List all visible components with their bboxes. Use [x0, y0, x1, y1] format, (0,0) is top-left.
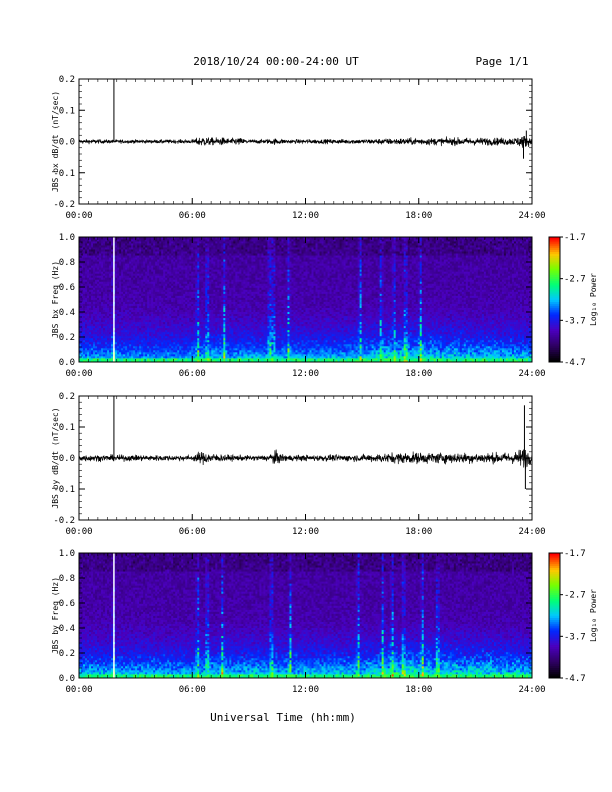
- x-tick-label: 06:00: [179, 211, 206, 221]
- y-tick-label: 0.1: [59, 423, 75, 433]
- y-tick-label: 0.0: [59, 454, 75, 464]
- colorbar-label: Log₁₀ Power: [589, 589, 598, 642]
- x-tick-label: 06:00: [179, 685, 206, 695]
- x-tick-label: 24:00: [518, 211, 545, 221]
- colorbar-tick-label: -3.7: [564, 316, 586, 326]
- y-tick-label: 0.2: [59, 392, 75, 402]
- x-tick-label: 00:00: [65, 685, 92, 695]
- spectrogram-cells: [79, 237, 532, 362]
- x-tick-label: 18:00: [405, 369, 432, 379]
- spectrogram-cells: [79, 553, 532, 678]
- x-tick-label: 18:00: [405, 685, 432, 695]
- colorbar-tick-label: -2.7: [564, 275, 586, 285]
- y-tick-label: 1.0: [59, 549, 75, 559]
- page-number: Page 1/1: [476, 55, 529, 68]
- x-tick-label: 24:00: [518, 527, 545, 537]
- y-tick-label: 0.0: [59, 138, 75, 148]
- y-tick-label: 0.4: [59, 624, 75, 634]
- y-tick-label: 0.2: [59, 649, 75, 659]
- colorbar-tick-label: -4.7: [564, 674, 586, 684]
- x-tick-label: 24:00: [518, 685, 545, 695]
- y-tick-label: 0.8: [59, 574, 75, 584]
- x-tick-label: 12:00: [292, 527, 319, 537]
- colorbar-tick-label: -2.7: [564, 591, 586, 601]
- colorbar-label: Log₁₀ Power: [589, 273, 598, 326]
- colorbar-tick-label: -3.7: [564, 632, 586, 642]
- x-tick-label: 06:00: [179, 369, 206, 379]
- by-spectrogram-panel: 0.0 0.2 0.4 0.6 0.8 1.0 JBS by Freq (Hz) 00:00 0…: [51, 549, 598, 695]
- colorbar: -1.7 -2.7 -3.7 -4.7 Log₁₀ Power: [549, 549, 598, 684]
- y-axis-label: JBS by dB/dt (nT/sec): [51, 407, 60, 508]
- x-tick-label: 12:00: [292, 211, 319, 221]
- x-tick-label: 00:00: [65, 369, 92, 379]
- colorbar-tick-label: -1.7: [564, 549, 586, 559]
- y-tick-label: 0.2: [59, 75, 75, 85]
- x-tick-label: 18:00: [405, 527, 432, 537]
- y-tick-label: 0.6: [59, 283, 75, 293]
- y-tick-label: 0.0: [59, 358, 75, 368]
- x-tick-label: 00:00: [65, 211, 92, 221]
- y-tick-label: 0.1: [59, 106, 75, 116]
- x-tick-label: 06:00: [179, 527, 206, 537]
- colorbar: -1.7 -2.7 -3.7 -4.7 Log₁₀ Power: [549, 233, 598, 368]
- x-axis-label: Universal Time (hh:mm): [210, 711, 356, 724]
- page-title: 2018/10/24 00:00-24:00 UT: [193, 55, 359, 68]
- y-axis-label: JBS bx Freq (Hz): [51, 261, 60, 338]
- colorbar-tick-label: -1.7: [564, 233, 586, 243]
- x-tick-label: 18:00: [405, 211, 432, 221]
- y-axis-label: JBS by Freq (Hz): [51, 577, 60, 654]
- y-tick-label: 0.0: [59, 674, 75, 684]
- y-tick-label: 0.2: [59, 333, 75, 343]
- x-tick-label: 12:00: [292, 685, 319, 695]
- y-tick-label: -0.2: [53, 200, 75, 210]
- x-tick-label: 24:00: [518, 369, 545, 379]
- colorbar-tick-label: -4.7: [564, 358, 586, 368]
- y-tick-label: -0.2: [53, 516, 75, 526]
- x-tick-label: 12:00: [292, 369, 319, 379]
- y-tick-label: 0.4: [59, 308, 75, 318]
- y-tick-label: 0.8: [59, 258, 75, 268]
- bx-spectrogram-panel: 0.0 0.2 0.4 0.6 0.8 1.0 JBS bx Freq (Hz) 00:00 0…: [51, 233, 598, 379]
- y-axis-label: JBS bx dB/dt (nT/sec): [51, 91, 60, 192]
- y-tick-label: 1.0: [59, 233, 75, 243]
- x-tick-label: 00:00: [65, 527, 92, 537]
- y-tick-label: 0.6: [59, 599, 75, 609]
